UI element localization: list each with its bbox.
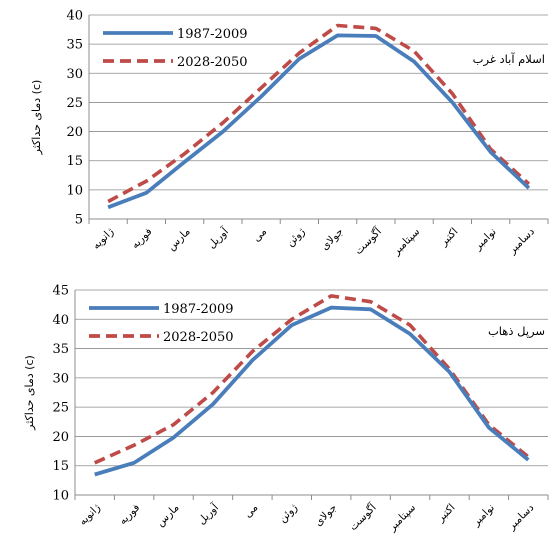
- y-tick-label: 35: [66, 38, 83, 53]
- x-category-label: آوریل: [195, 500, 222, 527]
- x-category-label: دسامبر: [506, 225, 538, 257]
- series-line-1987-2009: [107, 33, 531, 210]
- location-annotation: سرپل ذهاب: [488, 324, 545, 339]
- x-category-label: ژوئن: [277, 502, 300, 525]
- y-axis-title: دمای حداکثر (c): [23, 355, 36, 431]
- x-category-label: فوریه: [129, 226, 155, 252]
- x-category-label: اکتبر: [434, 502, 457, 525]
- x-category-label: نوامبر: [470, 502, 497, 529]
- legend-label: 2028-2050: [163, 330, 234, 345]
- x-category-label: ژوئن: [284, 226, 307, 249]
- x-category-label: ژانویه: [90, 226, 116, 252]
- location-annotation: اسلام آباد غرب: [473, 52, 545, 67]
- series-line-1987-2009: [94, 305, 530, 477]
- legend-label: 1987-2009: [163, 302, 234, 317]
- legend-label: 2028-2050: [177, 55, 248, 70]
- series-line-2028-2050: [93, 294, 530, 465]
- legend-label: 1987-2009: [177, 27, 248, 42]
- chart-1: 5 10 15 20 25 30 35 40 ژانویه فوریه مارس آوریل می ژوئ…: [30, 9, 549, 258]
- x-category-label: سپتامبر: [386, 502, 418, 534]
- x-category-label: اکتبر: [437, 226, 460, 249]
- x-category-label: آوریل: [205, 224, 232, 251]
- x-category-label: می: [251, 226, 270, 245]
- x-category-label: ژانویه: [77, 502, 103, 528]
- y-tick-label: 10: [66, 183, 83, 198]
- x-category-label: جولای: [312, 502, 339, 529]
- y-tick-label: 35: [52, 342, 69, 357]
- y-tick-label: 40: [66, 9, 83, 24]
- x-category-label: نوامبر: [471, 226, 498, 253]
- y-tick-label: 20: [52, 430, 69, 445]
- x-category-label: دسامبر: [505, 501, 537, 533]
- x-category-label: سپتامبر: [390, 226, 422, 258]
- y-tick-label: 30: [52, 371, 69, 386]
- chart-2: 10 15 20 25 30 35 40 45 ژانویه فوریه مارس آوریل می ژو…: [23, 284, 549, 534]
- x-category-label: مارس: [165, 226, 192, 253]
- x-category-label: آگوست: [347, 500, 380, 533]
- x-category-label: می: [242, 502, 261, 521]
- y-tick-label: 20: [66, 125, 83, 140]
- y-tick-label: 45: [52, 284, 69, 299]
- x-category-label: مارس: [154, 502, 181, 529]
- y-tick-label: 15: [52, 459, 69, 474]
- x-category-label: فوریه: [117, 502, 143, 528]
- y-tick-label: 10: [52, 489, 69, 504]
- y-tick-label: 25: [52, 401, 69, 416]
- y-tick-label: 25: [66, 96, 83, 111]
- x-category-label: جولای: [319, 226, 346, 253]
- y-tick-label: 30: [66, 67, 83, 82]
- x-category-label: آگوست: [352, 224, 385, 257]
- y-tick-label: 40: [52, 313, 69, 328]
- y-tick-label: 15: [66, 154, 83, 169]
- y-axis-title: دمای حداکثر (c): [30, 80, 43, 156]
- y-tick-label: 5: [75, 213, 83, 228]
